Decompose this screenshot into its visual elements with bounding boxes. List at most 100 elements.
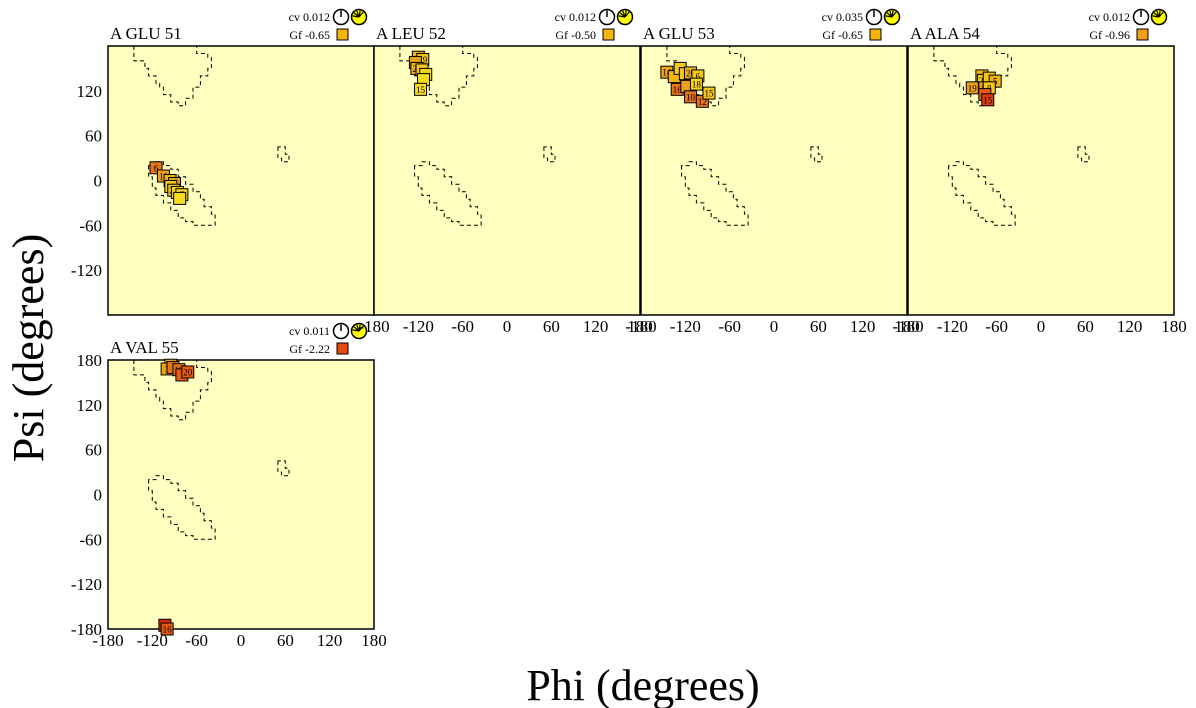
y-tick-label: -60	[79, 530, 102, 549]
x-tick-label: -60	[718, 317, 741, 336]
gf-label: Gf -0.65	[822, 28, 863, 42]
data-point	[702, 86, 716, 100]
point-label: 14	[662, 68, 672, 78]
allowed-region-alpha	[948, 161, 1016, 226]
allowed-region-alpha	[148, 475, 216, 540]
allowed-region-left	[277, 146, 290, 163]
gf-swatch	[869, 28, 882, 41]
point-label: 20	[183, 367, 193, 377]
allowed-region-left	[277, 460, 290, 477]
x-tick-label: -180	[625, 317, 656, 336]
panel-title: A GLU 51	[110, 24, 182, 43]
gf-label: Gf -0.96	[1089, 28, 1130, 42]
x-tick-label: 60	[810, 317, 827, 336]
data-point	[981, 93, 995, 107]
data-point	[160, 622, 174, 636]
x-tick-label: 0	[503, 317, 512, 336]
plot-area	[107, 359, 375, 630]
panel-title: A ALA 54	[910, 24, 980, 43]
y-tick-label: 120	[77, 82, 103, 101]
plot-area	[107, 45, 375, 316]
point-label: 19	[418, 55, 428, 65]
x-tick-label: 120	[317, 631, 343, 650]
panel-title: A GLU 53	[643, 24, 715, 43]
allowed-region-left	[543, 146, 556, 163]
x-tick-label: 60	[1077, 317, 1094, 336]
data-point	[181, 365, 195, 379]
x-tick-label: 180	[894, 317, 920, 336]
allowed-region-left	[810, 146, 823, 163]
y-tick-label: 0	[94, 486, 103, 505]
y-tick-label: 60	[85, 441, 102, 460]
cv-label: cv 0.012	[555, 10, 596, 24]
x-tick-label: 120	[1117, 317, 1143, 336]
x-tick-label: -60	[451, 317, 474, 336]
point-label: 6	[154, 163, 159, 173]
point-label: 15	[704, 89, 714, 99]
x-tick-label: 0	[1037, 317, 1046, 336]
gf-label: Gf -0.65	[289, 28, 330, 42]
data-point	[965, 81, 979, 95]
cv-label: cv 0.011	[289, 324, 330, 338]
x-tick-label: -120	[403, 317, 434, 336]
point-label: 15	[983, 95, 993, 105]
panel-title: A LEU 52	[376, 24, 446, 43]
y-tick-label: -120	[71, 261, 102, 280]
cv-label: cv 0.035	[822, 10, 863, 24]
x-axis-label: Phi (degrees)	[526, 661, 759, 708]
plot-area	[907, 45, 1175, 316]
x-tick-label: 0	[237, 631, 246, 650]
x-tick-label: 120	[850, 317, 876, 336]
point-label: 18	[692, 80, 702, 90]
allowed-region-alpha	[414, 161, 482, 226]
y-tick-label: 180	[77, 351, 103, 370]
x-tick-label: 60	[543, 317, 560, 336]
point-label: 15	[416, 85, 426, 95]
point-label: 11	[159, 172, 168, 182]
y-tick-label: 0	[94, 172, 103, 191]
x-tick-label: -60	[985, 317, 1008, 336]
data-point	[173, 191, 187, 205]
y-tick-label: -60	[79, 216, 102, 235]
cv-label: cv 0.012	[1089, 10, 1130, 24]
panel-title: A VAL 55	[110, 338, 179, 357]
y-tick-label: -180	[71, 620, 102, 639]
x-tick-label: 0	[770, 317, 779, 336]
allowed-region-beta	[399, 45, 478, 107]
point-label: 10	[686, 92, 696, 102]
point-label: 16	[673, 85, 683, 95]
allowed-region-beta	[933, 45, 1012, 107]
gf-swatch	[1136, 28, 1149, 41]
point-label: 16	[163, 625, 173, 635]
data-point	[414, 82, 428, 96]
gf-swatch	[602, 28, 615, 41]
x-tick-label: 180	[361, 631, 387, 650]
point-label: 6	[696, 71, 701, 81]
point-label: 19	[968, 83, 978, 93]
y-tick-label: 60	[85, 127, 102, 146]
y-tick-label: -120	[71, 575, 102, 594]
x-tick-label: 120	[583, 317, 609, 336]
point-label: 20	[686, 68, 696, 78]
gf-label: Gf -0.50	[555, 28, 596, 42]
x-tick-label: 60	[277, 631, 294, 650]
y-tick-label: 120	[77, 396, 103, 415]
gf-label: Gf -2.22	[289, 342, 330, 356]
x-tick-label: -120	[937, 317, 968, 336]
x-tick-label: -180	[92, 631, 123, 650]
allowed-region-beta	[133, 45, 212, 107]
data-point	[689, 77, 703, 91]
point-label: 12	[698, 97, 707, 107]
plot-area	[373, 45, 641, 316]
x-tick-label: -120	[137, 631, 168, 650]
x-tick-label: -60	[185, 631, 208, 650]
allowed-region-left	[1077, 146, 1090, 163]
x-tick-label: -120	[670, 317, 701, 336]
